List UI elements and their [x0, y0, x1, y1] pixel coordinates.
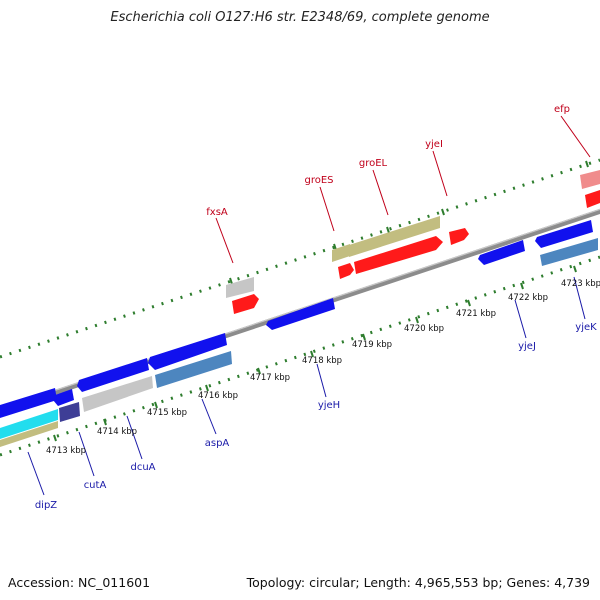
gene-label-dipZ[interactable]: dipZ: [35, 500, 57, 511]
gene-arrow-yjeI[interactable]: [449, 228, 469, 245]
gene-box-groEL[interactable]: [349, 216, 440, 257]
gene-box-aspA-lower[interactable]: [155, 351, 232, 388]
gene-box-yjeK-lower[interactable]: [540, 238, 598, 266]
gene-arrow-cutA[interactable]: [53, 389, 74, 406]
genome-title: Escherichia coli O127:H6 str. E2348/69, …: [110, 10, 490, 25]
gene-arrow-yjeJ[interactable]: [478, 240, 525, 265]
gene-label-cutA[interactable]: cutA: [84, 480, 107, 491]
kbp-label: 4716 kbp: [198, 391, 238, 401]
kbp-label: 4719 kbp: [352, 340, 392, 350]
gene-arrow-yjeH[interactable]: [266, 298, 335, 330]
kbp-scale-labels: 4713 kbp 4714 kbp 4715 kbp 4716 kbp 4717…: [46, 279, 600, 456]
gene-arrow-groEL[interactable]: [354, 236, 443, 274]
gene-label-groES[interactable]: groES: [304, 175, 333, 186]
forward-genes: [226, 170, 600, 314]
kbp-label: 4714 kbp: [97, 427, 137, 437]
gene-arrow-efp[interactable]: [585, 190, 600, 208]
forward-major-ticks: [229, 160, 589, 285]
gene-label-efp[interactable]: efp: [554, 104, 570, 115]
gene-label-dcuA[interactable]: dcuA: [130, 462, 155, 473]
gene-arrow-aspA[interactable]: [148, 333, 227, 370]
gene-label-aspA[interactable]: aspA: [205, 438, 230, 449]
gene-label-yjeK[interactable]: yjeK: [575, 322, 597, 333]
kbp-label: 4713 kbp: [46, 446, 86, 456]
kbp-label: 4715 kbp: [147, 408, 187, 418]
genome-summary-text: Topology: circular; Length: 4,965,553 bp…: [246, 575, 590, 590]
reverse-gene-labels: dipZ cutA dcuA aspA yjeH yjeJ yjeK: [35, 322, 597, 511]
accession-text: Accession: NC_011601: [8, 575, 151, 590]
reverse-leader-lines: [27, 276, 586, 496]
scale-major-ticks: [53, 265, 577, 442]
kbp-label: 4722 kbp: [508, 293, 548, 303]
gene-arrow-yjeK[interactable]: [535, 220, 593, 248]
gene-arrow-dcuA[interactable]: [77, 358, 149, 392]
gene-box-groES[interactable]: [332, 244, 350, 262]
forward-outer-ticks: [0, 158, 600, 359]
gene-arrow-dipZ[interactable]: [0, 388, 57, 418]
forward-leader-lines: [215, 115, 591, 264]
gene-label-yjeI[interactable]: yjeI: [425, 139, 443, 150]
gene-box-efp-top[interactable]: [580, 170, 600, 189]
reverse-genes: [0, 220, 598, 447]
scale-ticks: [0, 255, 600, 457]
forward-gene-labels: fxsA groES groEL yjeI efp: [206, 104, 570, 218]
gene-label-groEL[interactable]: groEL: [359, 158, 388, 169]
gene-label-fxsA[interactable]: fxsA: [206, 207, 228, 218]
gene-box-cutA-lower[interactable]: [59, 402, 80, 422]
gene-box-fxsA[interactable]: [226, 277, 254, 298]
gene-box-dipZ-olive[interactable]: [0, 421, 58, 447]
gene-box-dcuA-lower[interactable]: [82, 376, 153, 412]
kbp-label: 4718 kbp: [302, 356, 342, 366]
gene-arrow-forward[interactable]: [232, 294, 259, 314]
kbp-label: 4723 kbp: [561, 279, 600, 289]
gene-box-dipZ-cyan[interactable]: [0, 409, 58, 439]
kbp-label: 4721 kbp: [456, 309, 496, 319]
kbp-label: 4717 kbp: [250, 373, 290, 383]
gene-label-yjeJ[interactable]: yjeJ: [518, 341, 536, 352]
gene-label-yjeH[interactable]: yjeH: [318, 400, 340, 411]
gene-arrow-groES[interactable]: [338, 263, 354, 279]
kbp-label: 4720 kbp: [404, 324, 444, 334]
